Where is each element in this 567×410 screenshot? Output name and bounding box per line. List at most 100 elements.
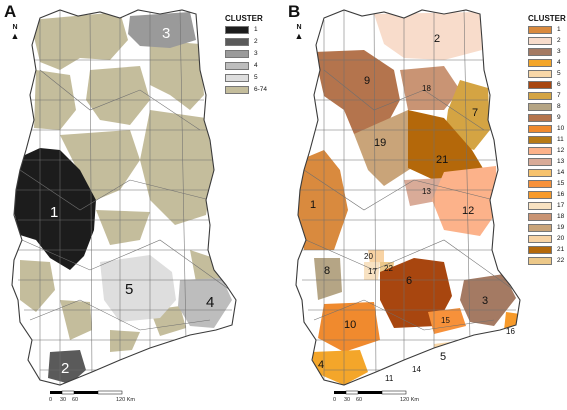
legend-swatch (528, 191, 552, 199)
legend-swatch (528, 48, 552, 56)
legend-label: 6-74 (254, 86, 268, 93)
scale-tick: 120 Km (400, 397, 419, 403)
legend-label: 21 (557, 246, 565, 253)
region-label-2: 2 (434, 33, 441, 45)
region-label-4: 4 (318, 359, 325, 371)
region-label-1: 1 (310, 199, 317, 211)
scale-tick: 30 (344, 397, 351, 403)
legend-label: 17 (557, 202, 565, 209)
legend-swatch (528, 114, 552, 122)
legend-title: CLUSTER (528, 14, 566, 23)
region-label-12: 12 (462, 205, 475, 217)
legend-swatch (225, 62, 249, 70)
legend-swatch (225, 50, 249, 58)
legend-label: 4 (557, 59, 561, 66)
map-panel-a: A (0, 0, 283, 410)
legend-label: 8 (557, 103, 561, 110)
region-label-19: 19 (374, 137, 387, 149)
map-b-svg (295, 9, 521, 386)
region-label-3: 3 (162, 25, 171, 42)
scale-tick: 60 (72, 397, 79, 403)
legend-label: 6 (557, 81, 561, 88)
legend-label: 10 (557, 125, 565, 132)
region-label-11: 11 (385, 374, 394, 383)
legend-swatch (528, 136, 552, 144)
legend-label: 13 (557, 158, 565, 165)
region-label-17: 17 (368, 267, 377, 276)
legend-swatch (528, 213, 552, 221)
scale-bar-graphic (50, 390, 123, 395)
legend-label: 3 (254, 50, 258, 57)
region-label-8: 8 (324, 265, 331, 277)
north-label: N (12, 24, 18, 31)
legend-label: 18 (557, 213, 565, 220)
legend-swatch (528, 92, 552, 100)
region-label-2: 2 (61, 360, 70, 377)
legend-swatch (225, 26, 249, 34)
legend-swatch (528, 158, 552, 166)
legend-label: 16 (557, 191, 565, 198)
legend-label: 5 (254, 74, 258, 81)
region-label-16: 16 (506, 327, 515, 336)
region-label-18: 18 (422, 84, 431, 93)
scale-tick: 30 (60, 397, 67, 403)
legend-label: 11 (557, 136, 564, 143)
legend-label: 20 (557, 235, 565, 242)
legend-label: 2 (254, 38, 258, 45)
north-arrow-icon: ▲ (294, 31, 304, 41)
region-label-20: 20 (364, 252, 373, 261)
map-a-svg (11, 9, 237, 386)
region-label-15: 15 (441, 316, 450, 325)
legend-swatch (528, 26, 552, 34)
legend-label: 3 (557, 48, 561, 55)
region-label-5: 5 (125, 281, 134, 298)
legend-swatch (528, 37, 552, 45)
region-label-10: 10 (344, 319, 357, 331)
legend-swatch (528, 103, 552, 111)
legend-swatch (528, 246, 552, 254)
legend-swatch (528, 169, 552, 177)
legend-swatch (528, 235, 552, 243)
region-label-21: 21 (436, 154, 449, 166)
scale-tick: 0 (333, 397, 337, 403)
legend-swatch (225, 74, 249, 82)
north-arrow: N ▲ (294, 24, 304, 41)
region-label-1: 1 (50, 204, 59, 221)
legend-label: 9 (557, 114, 561, 121)
legend-label: 15 (557, 180, 565, 187)
district-fill-layer (12, 10, 236, 385)
region-label-14: 14 (412, 365, 421, 374)
legend-swatch (528, 147, 552, 155)
legend-swatch (528, 180, 552, 188)
region-label-13: 13 (422, 187, 431, 196)
legend-label: 1 (254, 26, 258, 33)
legend-label: 4 (254, 62, 258, 69)
region-label-9: 9 (364, 75, 371, 87)
region-label-6: 6 (406, 275, 413, 287)
scale-bar-graphic (334, 390, 407, 395)
legend-label: 5 (557, 70, 561, 77)
region-label-7: 7 (472, 107, 479, 119)
scale-tick: 60 (356, 397, 363, 403)
legend-title: CLUSTER (225, 14, 263, 23)
legend-swatch (225, 86, 249, 94)
region-label-22: 22 (384, 264, 393, 273)
scale-tick: 0 (49, 397, 53, 403)
legend-label: 7 (557, 92, 561, 99)
scale-tick: 120 Km (116, 397, 135, 403)
region-label-4: 4 (206, 294, 215, 311)
legend-label: 2 (557, 37, 561, 44)
legend-label: 14 (557, 169, 565, 176)
legend-swatch (528, 224, 552, 232)
legend-swatch (528, 125, 552, 133)
legend-label: 22 (557, 257, 565, 264)
legend-label: 12 (557, 147, 565, 154)
map-panel-b: B (284, 0, 567, 410)
legend-swatch (528, 81, 552, 89)
legend-swatch (528, 70, 552, 78)
north-label: N (296, 24, 302, 31)
legend-label: 19 (557, 224, 565, 231)
legend-swatch (528, 257, 552, 265)
legend-swatch (528, 59, 552, 67)
north-arrow-icon: ▲ (10, 31, 20, 41)
